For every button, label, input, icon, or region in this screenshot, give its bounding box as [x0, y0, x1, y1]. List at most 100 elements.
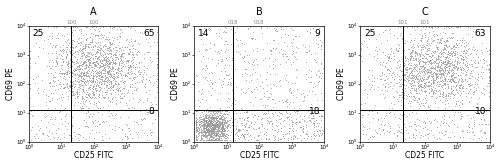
Point — [394, 94, 402, 96]
Point — [63, 63, 71, 66]
Point — [203, 139, 211, 142]
Point — [408, 69, 416, 72]
Point — [231, 103, 239, 105]
Point — [425, 88, 433, 91]
Point — [210, 116, 218, 119]
Point — [107, 108, 115, 111]
Point — [441, 52, 449, 55]
Point — [208, 121, 216, 124]
Point — [262, 138, 270, 140]
Point — [425, 71, 433, 73]
Point — [414, 58, 422, 61]
Point — [464, 47, 472, 50]
Point — [194, 127, 202, 130]
Point — [54, 60, 62, 63]
Point — [96, 85, 104, 88]
Point — [409, 67, 417, 70]
Point — [418, 37, 426, 39]
Point — [57, 63, 65, 66]
Point — [468, 64, 476, 67]
Point — [220, 127, 228, 130]
Point — [400, 41, 408, 44]
Point — [106, 44, 114, 46]
Point — [304, 114, 312, 117]
Point — [427, 71, 435, 74]
Point — [209, 125, 217, 128]
Point — [444, 61, 452, 64]
Point — [150, 82, 158, 84]
Point — [75, 65, 83, 68]
Point — [107, 60, 115, 63]
Point — [83, 71, 91, 74]
Point — [198, 126, 206, 129]
Point — [74, 80, 82, 83]
Point — [424, 70, 432, 73]
Point — [407, 57, 415, 59]
Point — [68, 60, 76, 62]
Point — [130, 40, 138, 42]
Point — [52, 60, 60, 63]
Point — [453, 39, 461, 41]
Point — [73, 49, 81, 52]
Point — [294, 46, 302, 49]
Point — [470, 61, 478, 63]
Point — [459, 61, 467, 64]
Point — [382, 82, 390, 84]
Point — [390, 132, 398, 135]
Point — [54, 36, 62, 39]
Point — [198, 92, 206, 95]
Point — [442, 49, 450, 52]
Point — [92, 64, 100, 67]
Point — [66, 59, 74, 62]
Point — [424, 105, 432, 107]
Point — [114, 71, 122, 74]
Point — [133, 108, 141, 111]
Point — [124, 52, 132, 55]
Point — [213, 133, 221, 136]
Point — [88, 40, 96, 43]
Point — [420, 87, 428, 90]
Point — [212, 133, 220, 136]
Point — [104, 57, 112, 60]
Point — [276, 117, 284, 120]
Point — [206, 116, 214, 118]
Point — [300, 99, 308, 102]
Point — [89, 45, 97, 48]
Point — [114, 126, 122, 128]
Point — [110, 78, 118, 81]
Point — [214, 133, 222, 136]
Point — [90, 93, 98, 96]
Point — [283, 98, 291, 101]
Point — [441, 44, 449, 46]
Point — [214, 130, 222, 132]
Point — [435, 73, 443, 75]
Point — [403, 108, 411, 111]
Point — [415, 103, 423, 106]
Point — [382, 85, 390, 87]
Point — [317, 119, 325, 121]
Point — [409, 48, 417, 51]
Point — [99, 62, 107, 65]
Point — [192, 128, 200, 131]
Point — [435, 59, 443, 62]
Point — [426, 87, 434, 89]
Point — [84, 45, 92, 47]
Point — [268, 93, 276, 95]
Point — [390, 113, 398, 115]
Point — [426, 42, 434, 44]
Point — [89, 77, 97, 79]
Point — [206, 135, 214, 138]
Point — [310, 123, 318, 125]
Point — [450, 59, 458, 62]
Point — [404, 48, 412, 50]
Point — [437, 73, 445, 76]
Point — [424, 55, 432, 57]
Point — [212, 133, 220, 136]
Point — [219, 126, 227, 128]
Point — [430, 63, 438, 66]
Point — [192, 117, 200, 119]
Point — [203, 127, 211, 130]
Point — [474, 83, 482, 85]
Point — [396, 81, 404, 83]
Point — [431, 67, 439, 70]
